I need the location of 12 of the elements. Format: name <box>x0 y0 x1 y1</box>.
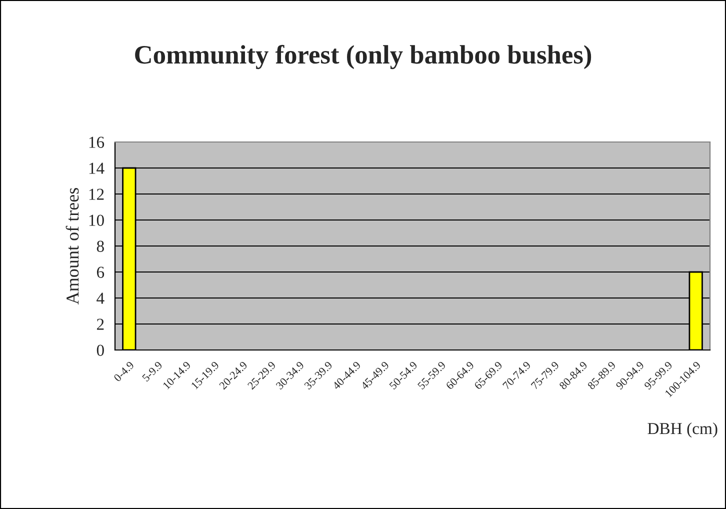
y-axis-title: Amount of trees <box>66 188 79 304</box>
y-tick-label: 8 <box>96 240 104 252</box>
x-axis-title: DBH (cm) <box>648 422 718 438</box>
y-tick-label: 0 <box>96 344 104 356</box>
y-tick-label: 16 <box>89 136 104 148</box>
y-tick-label: 10 <box>89 214 104 226</box>
y-tick-label: 12 <box>89 188 104 200</box>
y-tick-label: 6 <box>96 266 104 278</box>
chart-title: Community forest (only bamboo bushes) <box>135 44 592 70</box>
y-tick-label: 2 <box>96 318 104 330</box>
y-tick-label: 14 <box>89 162 104 174</box>
y-tick-label: 4 <box>96 292 104 304</box>
